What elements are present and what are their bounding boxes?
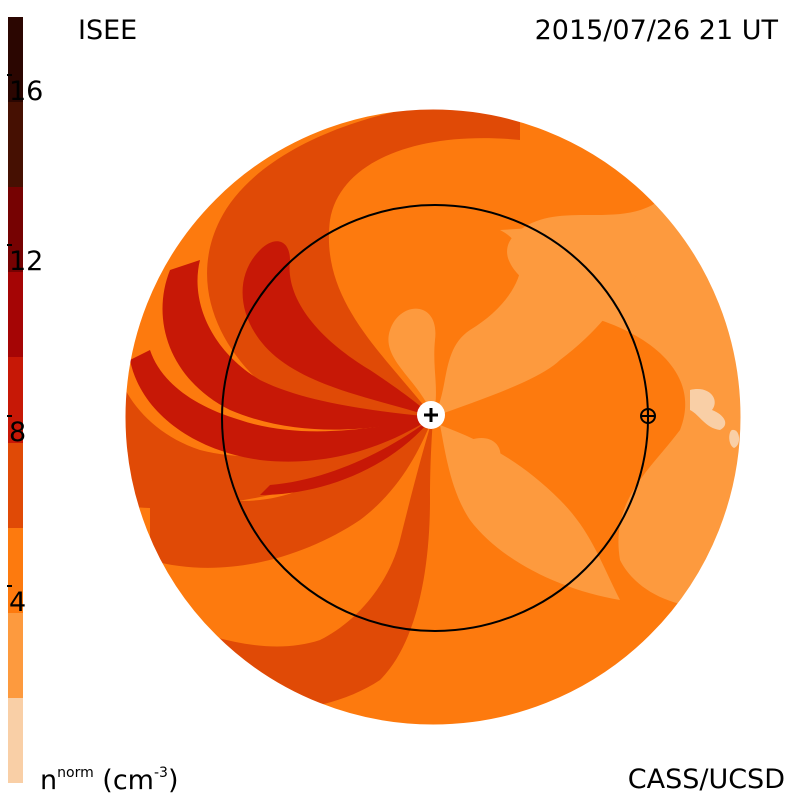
- colorbar-tick-label: 16: [9, 76, 44, 108]
- colorbar-tick-label: 12: [9, 246, 44, 278]
- high-density-arm: [130, 350, 433, 462]
- medium-high-density-arm: [125, 330, 433, 509]
- colorbar-tick-mark: [7, 244, 12, 247]
- unit-label: nnorm (cm-3): [40, 766, 179, 794]
- colorbar-tick-label: 4: [9, 586, 27, 618]
- unit-exponent: -3: [153, 765, 168, 781]
- colorbar-tick-mark: [7, 74, 12, 77]
- colorbar-segment: [8, 612, 23, 698]
- low-density-region: [388, 308, 436, 417]
- colorbar-tick-mark: [7, 414, 12, 417]
- colorbar-segment: [8, 17, 23, 103]
- very-low-density-region: [690, 389, 726, 430]
- high-density-arm: [242, 241, 433, 417]
- colorbar-tick-label: 8: [9, 416, 27, 448]
- high-density-arm: [260, 417, 433, 495]
- heliosphere-boundary: [124, 108, 742, 726]
- colorbar-segment: [8, 187, 23, 273]
- colorbar-segment: [8, 272, 23, 358]
- low-density-region: [440, 425, 620, 600]
- low-density-region: [433, 224, 646, 417]
- colorbar-segment: [8, 527, 23, 613]
- colorbar-segment: [8, 697, 23, 783]
- colorbar-tick-mark: [7, 584, 12, 587]
- earth-crosshair-icon: [640, 408, 656, 424]
- colorbar: [8, 17, 23, 783]
- unit-open: (cm: [93, 765, 154, 796]
- colorbar-segment: [8, 357, 23, 443]
- unit-close: ): [167, 765, 179, 796]
- high-density-arm: [162, 260, 433, 430]
- sun-plus-icon: [417, 401, 445, 429]
- colorbar-segment: [8, 102, 23, 188]
- medium-high-density-arm: [150, 417, 433, 568]
- source-label: ISEE: [78, 15, 138, 46]
- datetime-label: 2015/07/26 21 UT: [534, 15, 778, 46]
- very-low-density-region: [729, 429, 740, 448]
- unit-base: n: [40, 765, 58, 796]
- colorbar-segment: [8, 442, 23, 528]
- unit-superscript: norm: [57, 765, 94, 781]
- credit-label: CASS/UCSD: [627, 764, 785, 795]
